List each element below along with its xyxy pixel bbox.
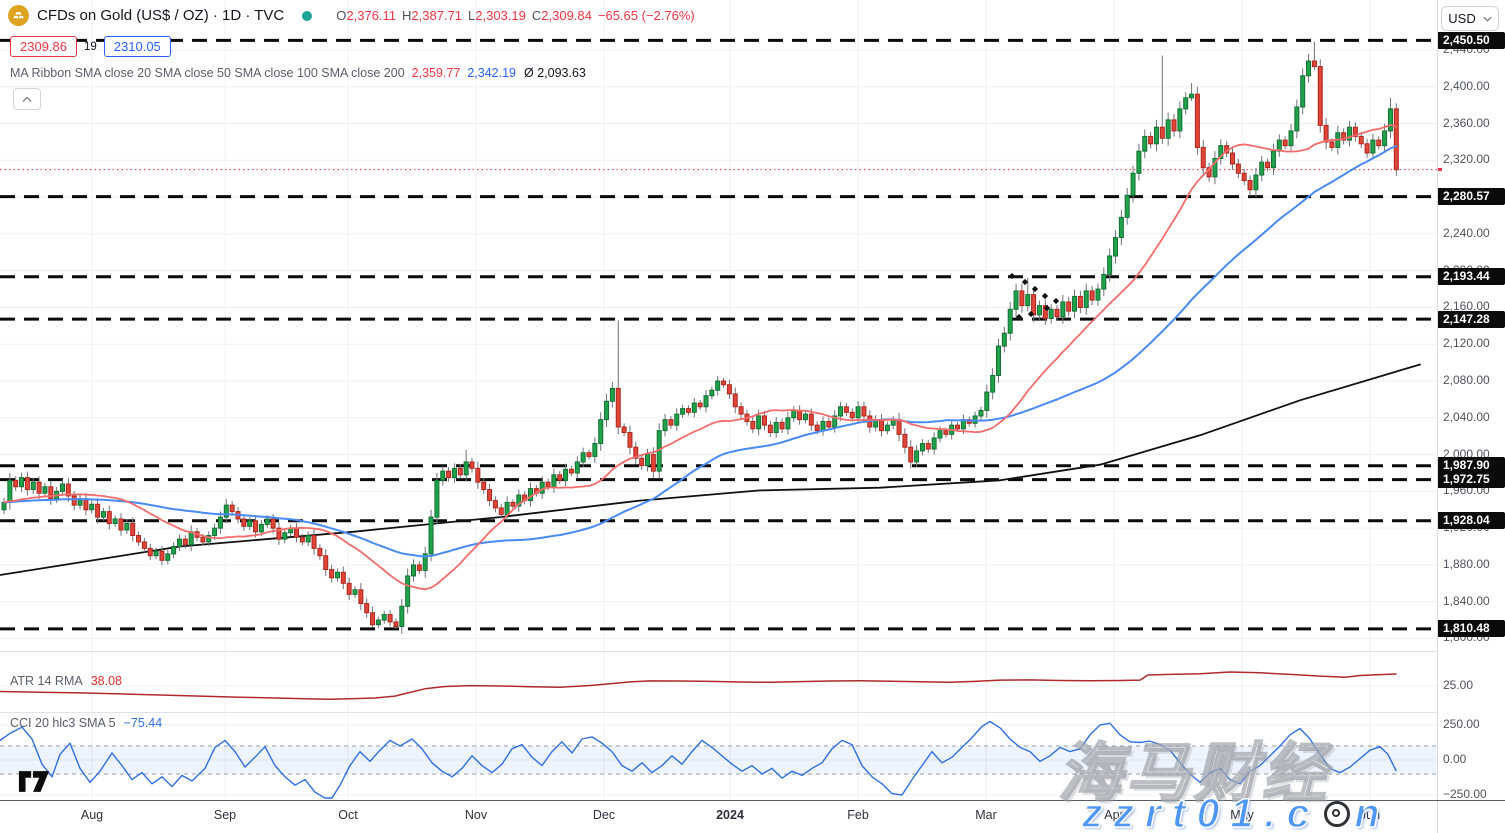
time-axis-label: Dec — [592, 808, 616, 822]
level-price-label: 2,280.57 — [1437, 188, 1505, 206]
chevron-up-icon — [22, 96, 32, 102]
price-axis-tick: 1,840.00 — [1443, 593, 1490, 608]
currency-label: USD — [1448, 11, 1476, 26]
bid-ask-row: 2309.86 19 2310.05 — [10, 36, 171, 57]
atr-value: 38.08 — [90, 674, 122, 688]
time-axis-border — [0, 800, 1505, 801]
ask-price-button[interactable]: 2310.05 — [103, 36, 171, 57]
ma-sma20-value: 2,359.77 — [411, 66, 461, 80]
ma-avg-value: Ø 2,093.63 — [524, 66, 586, 80]
price-axis[interactable]: USD 2,440.002,400.002,360.002,320.002,28… — [1437, 0, 1505, 801]
price-axis-tick: 2,160.00 — [1443, 299, 1490, 314]
cci-legend: CCI 20 hlc3 SMA 5 −75.44 — [10, 716, 162, 730]
level-price-label: 2,193.44 — [1437, 268, 1505, 286]
cci-line — [0, 720, 1397, 799]
cci-band — [0, 745, 1437, 775]
price-axis-border — [1437, 0, 1438, 833]
price-axis-tick: 2,080.00 — [1443, 373, 1490, 388]
level-price-label: 1,928.04 — [1437, 512, 1505, 530]
cci-value: −75.44 — [123, 716, 163, 730]
low-label: L — [468, 8, 476, 23]
cci-axis-tick: 250.00 — [1443, 717, 1480, 731]
time-axis-label: Sep — [213, 808, 237, 822]
price-axis-tick: 2,360.00 — [1443, 115, 1490, 130]
tradingview-logo[interactable] — [18, 770, 50, 798]
time-axis-label: Feb — [847, 808, 869, 822]
price-axis-tick: 2,320.00 — [1443, 152, 1490, 167]
grid — [0, 0, 1437, 800]
collapse-legend-button[interactable] — [13, 88, 41, 110]
open-value: 2,376.11 — [346, 8, 397, 23]
time-axis-label: Aug — [80, 808, 104, 822]
price-axis-tick: 1,880.00 — [1443, 556, 1490, 571]
level-price-label: 1,972.75 — [1437, 471, 1505, 489]
atr-label: ATR 14 RMA — [10, 674, 83, 688]
time-axis-label: Oct — [338, 808, 358, 822]
open-label: O — [336, 8, 347, 23]
price-axis-tick: 2,000.00 — [1443, 446, 1490, 461]
gold-symbol-icon — [8, 5, 29, 26]
time-axis-label: Apr — [1104, 808, 1124, 822]
level-price-label: 1,987.90 — [1437, 457, 1505, 475]
cci-axis-tick: 0.00 — [1443, 752, 1467, 766]
currency-dropdown[interactable]: USD — [1441, 6, 1499, 31]
symbol-header: CFDs on Gold (US$ / OZ) · 1D · TVC O2,37… — [8, 5, 695, 26]
ma-ribbon-legend: MA Ribbon SMA close 20 SMA close 50 SMA … — [10, 66, 586, 80]
candles — [1, 41, 1399, 634]
low-value: 2,303.19 — [475, 8, 526, 23]
level-price-label: 2,450.50 — [1437, 31, 1505, 49]
sma50-line — [3, 145, 1398, 558]
price-axis-tick: 2,400.00 — [1443, 78, 1490, 93]
level-price-label: 2,147.28 — [1437, 310, 1505, 328]
symbol-title[interactable]: CFDs on Gold (US$ / OZ) · 1D · TVC — [37, 7, 285, 24]
time-axis-label: Nov — [464, 808, 488, 822]
market-status-dot[interactable] — [302, 10, 313, 21]
atr-line — [0, 671, 1397, 700]
change-value: −65.65 (−2.76%) — [597, 8, 695, 23]
time-axis[interactable]: Aug Sep Oct Nov Dec 2024 Feb Mar Apr May Jun — [0, 800, 1505, 833]
time-axis-label: 2024 — [716, 808, 744, 822]
close-label: C — [531, 8, 542, 23]
atr-legend: ATR 14 RMA 38.08 — [10, 674, 122, 688]
atr-axis-tick: 25.00 — [1443, 678, 1474, 692]
high-value: 2,387.71 — [411, 8, 463, 23]
price-axis-tick: 2,240.00 — [1443, 225, 1490, 240]
time-axis-label: Mar — [975, 808, 997, 822]
time-axis-label: Jun — [1359, 808, 1381, 822]
high-label: H — [402, 8, 412, 23]
key-level-lines — [0, 38, 1437, 631]
pane-separators — [0, 651, 1505, 713]
ma-sma50-value: 2,342.19 — [467, 66, 516, 80]
time-axis-label: May — [1230, 808, 1254, 822]
price-axis-tick: 2,120.00 — [1443, 336, 1490, 351]
ma-ribbon-label: MA Ribbon SMA close 20 SMA close 50 SMA … — [10, 66, 405, 80]
close-value: 2,309.84 — [541, 8, 592, 23]
spread-value: 19 — [84, 40, 97, 53]
sma20-line — [3, 124, 1398, 591]
chevron-down-icon — [1483, 16, 1492, 22]
ohlc-readout: O2,376.11 H2,387.71 L2,303.19 C2,309.84 −65.… — [330, 8, 694, 23]
cci-label: CCI 20 hlc3 SMA 5 — [10, 716, 116, 730]
current-price-axis-tick — [1437, 168, 1442, 171]
cci-axis-tick: −250.00 — [1443, 787, 1487, 801]
price-axis-tick: 2,040.00 — [1443, 409, 1490, 424]
bid-price-button[interactable]: 2309.86 — [10, 36, 77, 57]
sma200-line — [0, 363, 1421, 576]
level-price-label: 1,810.48 — [1437, 620, 1505, 638]
